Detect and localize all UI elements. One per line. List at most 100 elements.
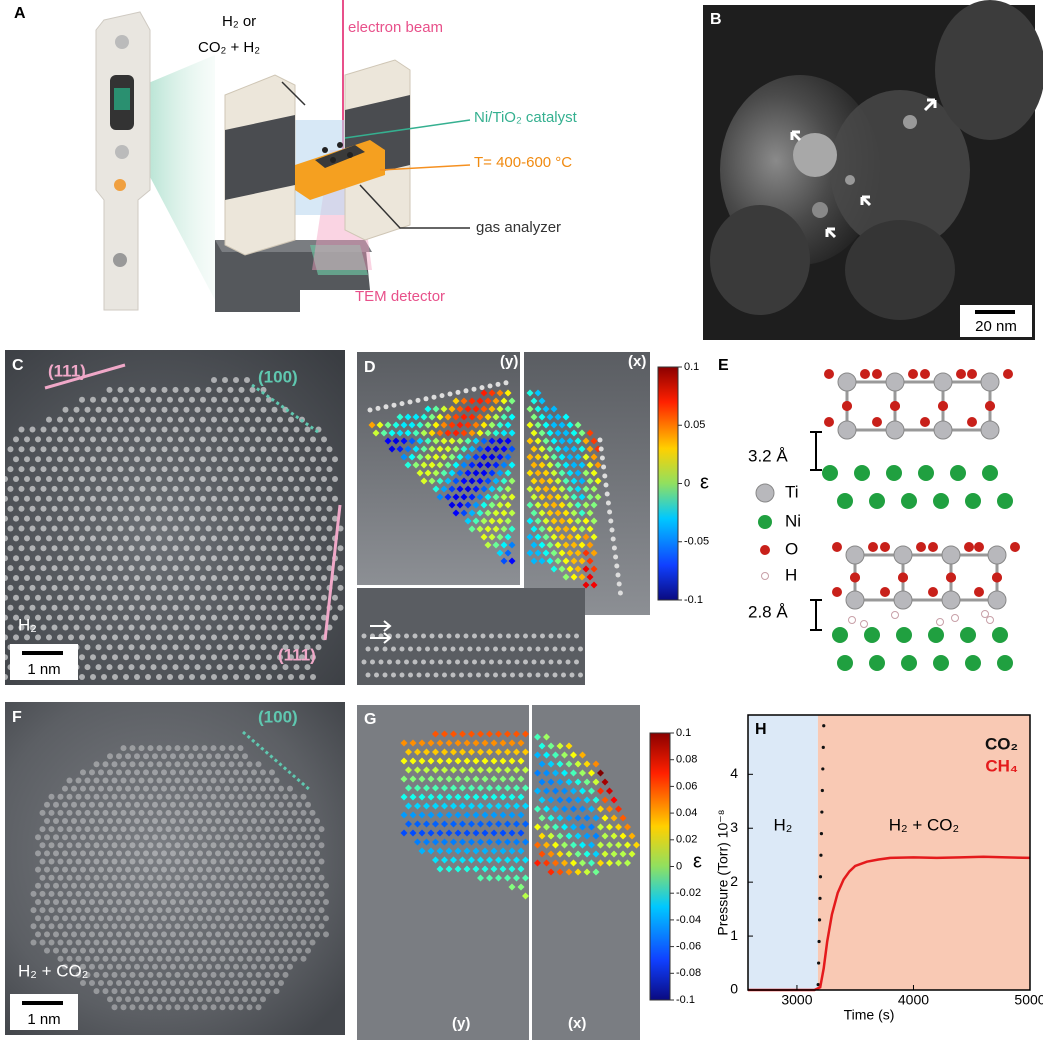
atom xyxy=(172,584,179,591)
strain-point xyxy=(432,405,440,413)
atom xyxy=(282,923,289,930)
atom xyxy=(472,633,477,639)
atom xyxy=(62,446,69,453)
atom xyxy=(282,485,289,492)
atom xyxy=(237,1004,244,1011)
atom xyxy=(304,466,311,473)
atom xyxy=(255,939,262,946)
ti-atom xyxy=(845,545,865,565)
strain-point xyxy=(578,429,586,437)
strain-point xyxy=(495,802,502,810)
atom xyxy=(93,793,100,800)
x-tick-label: 5000 xyxy=(1014,992,1043,1008)
strain-point xyxy=(513,856,520,864)
atom xyxy=(152,915,158,922)
atom xyxy=(117,466,124,473)
atom xyxy=(117,644,124,651)
atom xyxy=(79,495,85,502)
atom xyxy=(120,842,127,849)
strain-point xyxy=(562,525,570,533)
facet-label: (100) xyxy=(258,707,298,726)
atom xyxy=(68,456,74,463)
atom xyxy=(84,446,91,453)
strain-point xyxy=(468,820,475,828)
region-label: H₂ xyxy=(774,815,793,834)
ni-atom xyxy=(837,655,853,671)
atom xyxy=(244,456,250,463)
atom xyxy=(62,834,68,841)
atom xyxy=(150,426,157,433)
atom xyxy=(269,785,275,792)
atom xyxy=(361,633,367,639)
atom xyxy=(98,963,104,970)
atom xyxy=(194,664,201,671)
atom xyxy=(183,858,190,865)
atom xyxy=(98,882,104,889)
o-atom xyxy=(938,401,948,411)
atom xyxy=(246,939,253,946)
strain-point xyxy=(566,517,574,525)
atom xyxy=(183,406,190,413)
atom xyxy=(143,801,149,808)
atom xyxy=(57,456,63,463)
atom xyxy=(174,858,181,865)
strain-point xyxy=(538,557,546,565)
strain-point xyxy=(477,730,484,738)
atom xyxy=(197,866,203,873)
strain-point xyxy=(534,733,541,741)
atom xyxy=(291,793,298,800)
atom xyxy=(174,890,181,897)
atom xyxy=(150,565,157,572)
strain-point xyxy=(496,533,504,541)
strain-point xyxy=(460,477,468,485)
atom xyxy=(123,614,129,621)
atom xyxy=(293,644,300,651)
atom xyxy=(111,955,118,962)
atom xyxy=(183,890,190,897)
atom xyxy=(143,899,149,905)
atom xyxy=(246,777,253,784)
strain-point xyxy=(588,769,595,777)
atom xyxy=(206,915,212,922)
strain-point xyxy=(495,766,502,774)
strain-point xyxy=(582,485,590,493)
atom xyxy=(188,818,194,824)
atom xyxy=(305,801,311,808)
h-atom xyxy=(981,610,989,618)
atom xyxy=(211,555,217,562)
strain-point xyxy=(542,501,550,509)
atom xyxy=(260,624,267,631)
strain-point xyxy=(468,748,475,756)
strain-point xyxy=(468,413,476,421)
strain-point xyxy=(496,389,504,397)
atom xyxy=(179,785,185,792)
atom xyxy=(326,485,333,492)
strain-point xyxy=(444,445,452,453)
ti-atom xyxy=(885,372,905,392)
strain-point xyxy=(538,742,546,750)
atom xyxy=(170,834,176,841)
atom xyxy=(62,963,68,970)
atom xyxy=(80,899,86,905)
atom xyxy=(107,753,113,760)
strain-point xyxy=(588,859,595,867)
atom xyxy=(224,882,230,889)
atom xyxy=(201,955,208,962)
atom xyxy=(138,745,145,752)
strain-point xyxy=(526,533,534,541)
strain-point xyxy=(454,739,462,747)
strain-point xyxy=(464,405,472,413)
atom xyxy=(188,801,194,808)
atom xyxy=(205,446,212,453)
strain-point xyxy=(538,541,546,549)
atom xyxy=(264,955,271,962)
atom xyxy=(310,456,316,463)
atom xyxy=(145,515,151,522)
strain-point xyxy=(472,829,480,837)
atom xyxy=(178,515,184,522)
atom xyxy=(13,495,19,502)
strain-point xyxy=(490,793,498,801)
strain-point xyxy=(459,766,466,774)
atom xyxy=(205,505,212,512)
colorbar-tick-label: -0.06 xyxy=(676,941,701,953)
